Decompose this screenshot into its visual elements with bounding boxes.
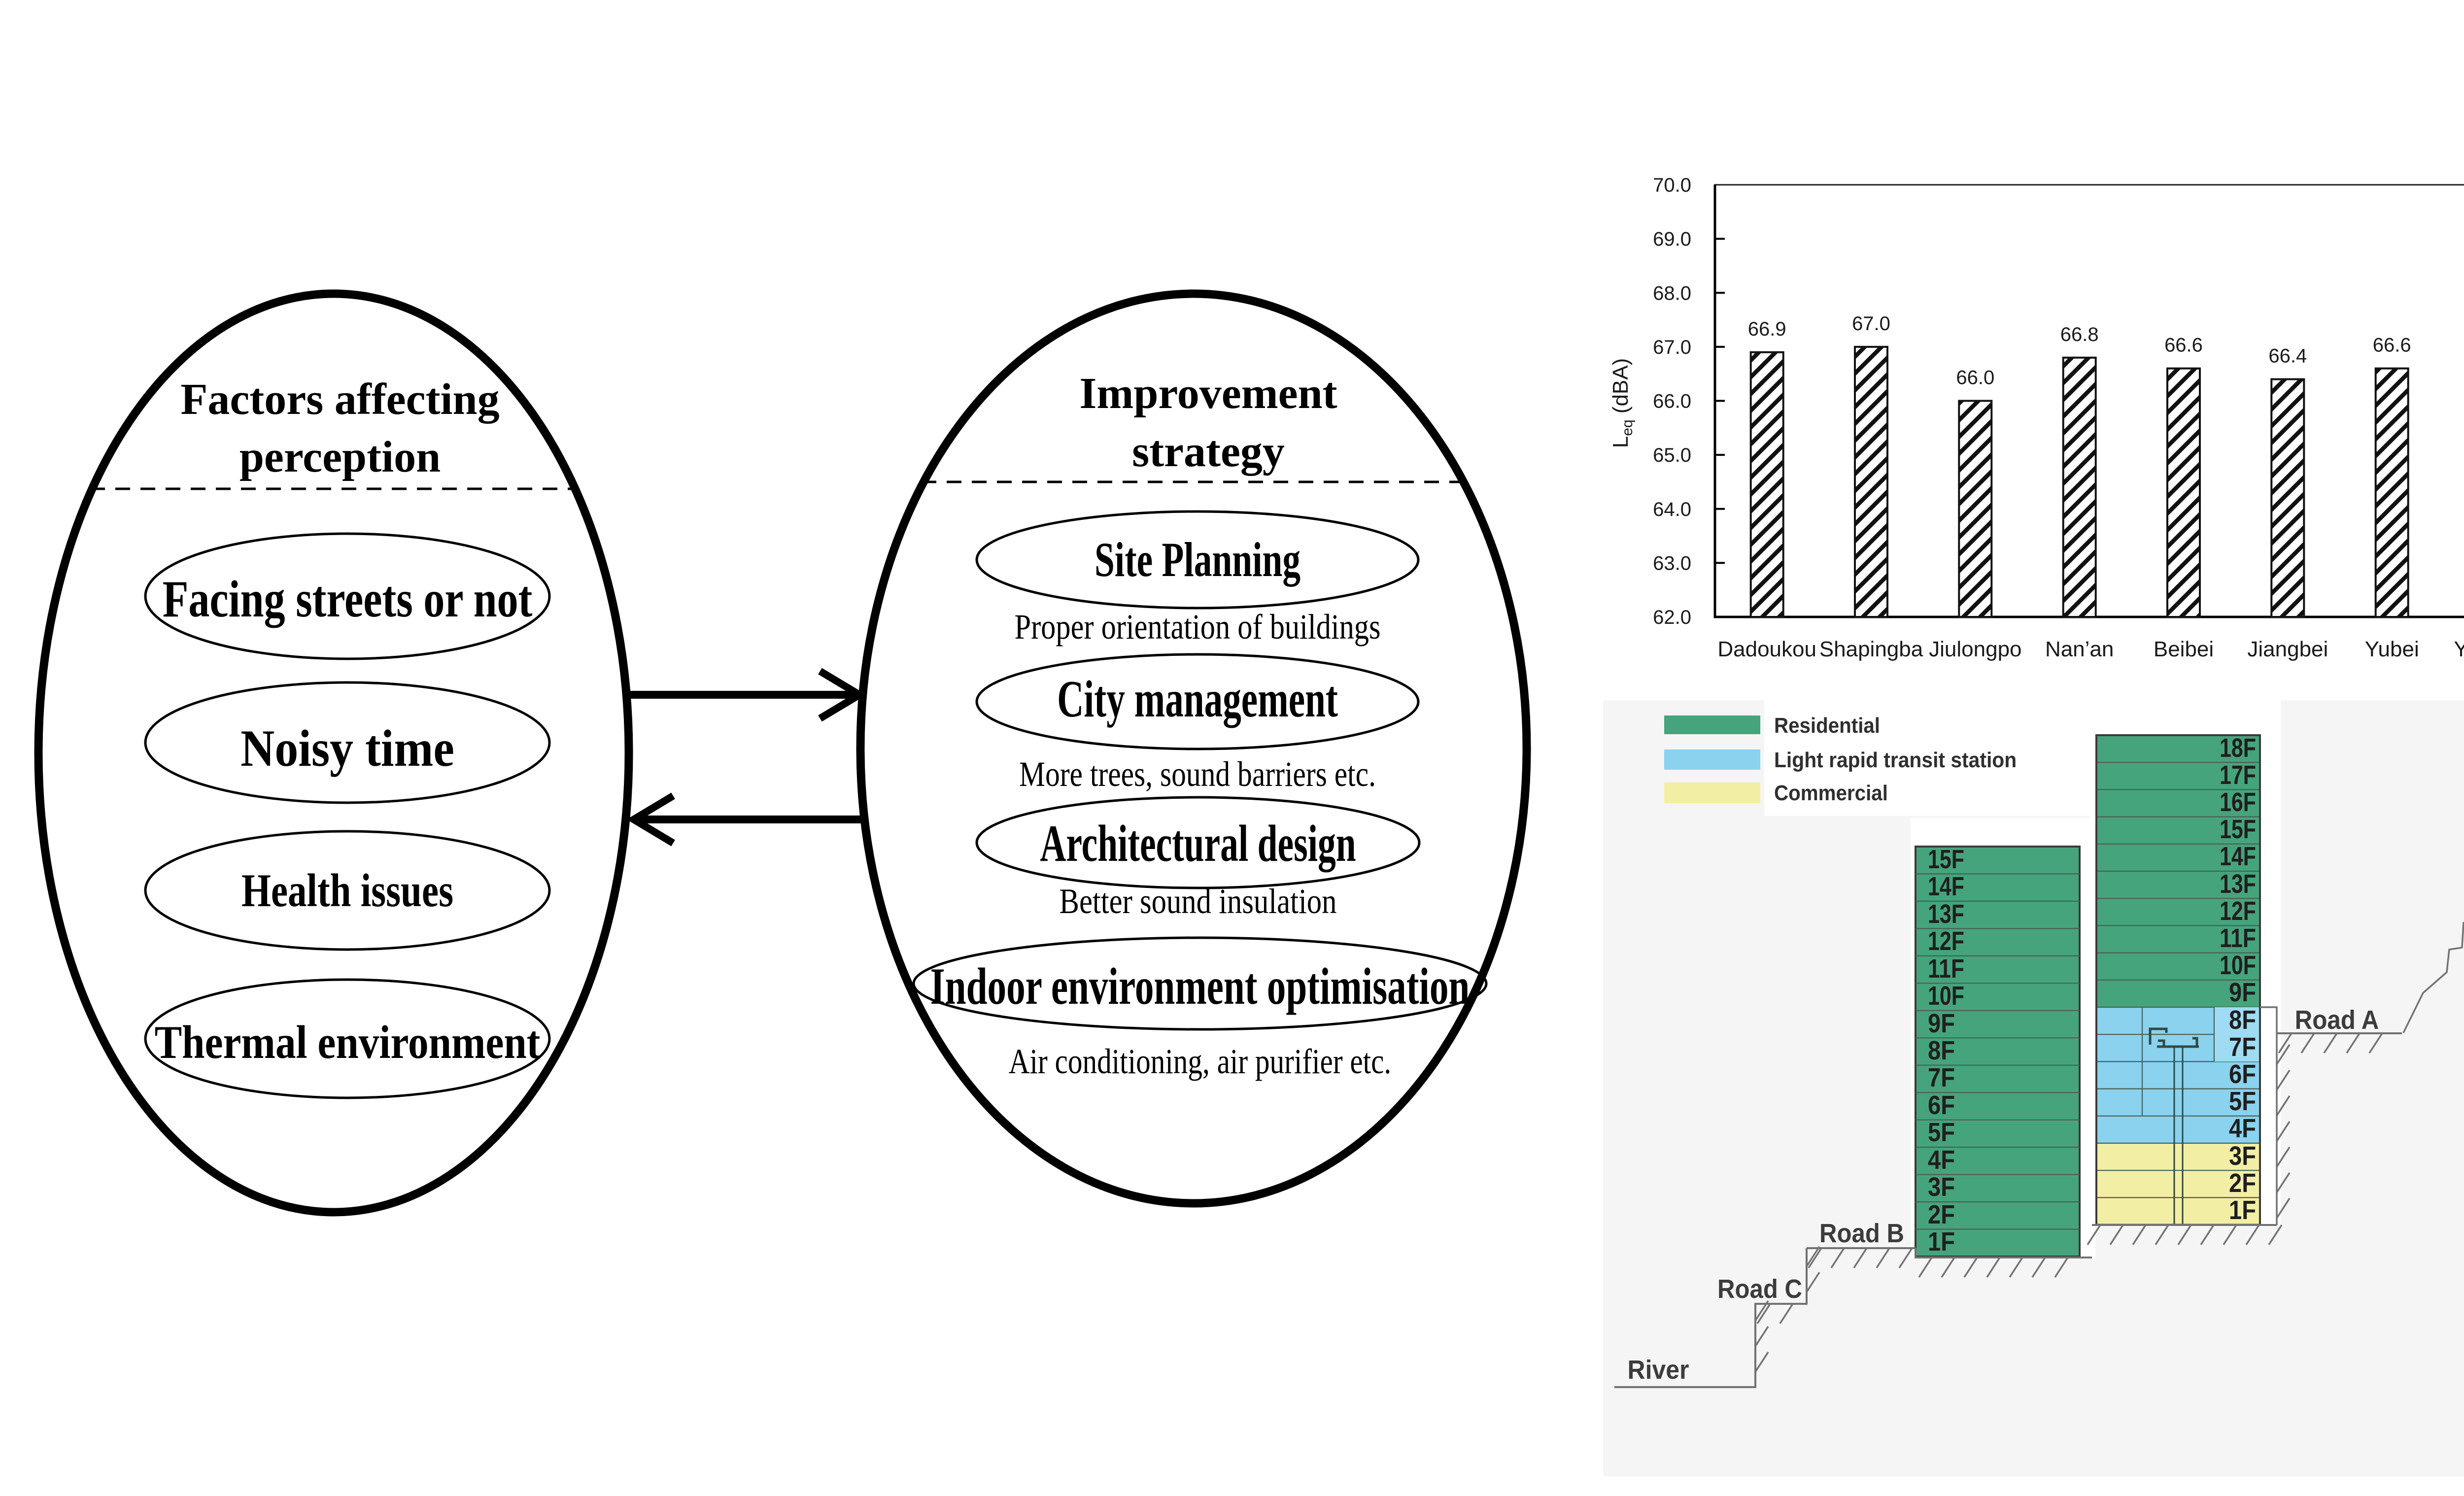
svg-text:Air conditioning, air purifier: Air conditioning, air purifier etc. [1009, 1042, 1392, 1082]
svg-text:Improvement: Improvement [1079, 369, 1337, 418]
svg-text:13F: 13F [2220, 869, 2256, 899]
svg-text:13F: 13F [1928, 899, 1964, 929]
svg-text:14F: 14F [1928, 872, 1964, 901]
svg-text:Health issues: Health issues [241, 864, 453, 916]
svg-text:64.0: 64.0 [1653, 499, 1691, 520]
svg-text:Light rapid transit station: Light rapid transit station [1774, 748, 2017, 772]
svg-text:14F: 14F [2220, 842, 2256, 871]
svg-text:12F: 12F [2220, 896, 2256, 926]
svg-text:5F: 5F [1928, 1117, 1955, 1147]
svg-text:Architectural design: Architectural design [1040, 815, 1356, 872]
svg-text:11F: 11F [2220, 923, 2256, 953]
svg-text:8F: 8F [1928, 1035, 1955, 1065]
svg-text:9F: 9F [1928, 1008, 1955, 1038]
svg-text:15F: 15F [1928, 845, 1964, 874]
svg-text:Road C: Road C [1717, 1274, 1802, 1304]
svg-text:Road B: Road B [1819, 1218, 1904, 1248]
svg-text:70.0: 70.0 [1653, 174, 1691, 196]
svg-text:18F: 18F [2220, 733, 2256, 763]
svg-text:Yubei: Yubei [2365, 637, 2419, 661]
svg-text:69.0: 69.0 [1653, 229, 1691, 250]
svg-text:Noisy time: Noisy time [240, 719, 454, 777]
svg-text:Residential: Residential [1774, 713, 1880, 737]
svg-text:Thermal environment: Thermal environment [155, 1017, 541, 1068]
svg-text:62.0: 62.0 [1653, 607, 1691, 628]
svg-text:8F: 8F [2229, 1005, 2256, 1035]
svg-text:66.8: 66.8 [2060, 324, 2099, 345]
svg-text:9F: 9F [2229, 977, 2256, 1007]
svg-text:Proper orientation of building: Proper orientation of buildings [1014, 608, 1380, 646]
svg-text:Facing streets or not: Facing streets or not [163, 570, 533, 628]
svg-text:66.0: 66.0 [1653, 391, 1691, 412]
svg-text:10F: 10F [2220, 951, 2256, 980]
svg-text:66.9: 66.9 [1748, 318, 1786, 340]
svg-text:12F: 12F [1928, 926, 1964, 956]
svg-text:66.4: 66.4 [2268, 345, 2307, 367]
svg-text:Road A: Road A [2295, 1005, 2379, 1035]
svg-text:Indoor environment optimisatio: Indoor environment optimisation [930, 957, 1470, 1016]
svg-text:Nan’an: Nan’an [2045, 637, 2114, 661]
svg-text:Better sound insulation: Better sound insulation [1060, 882, 1337, 921]
svg-text:5F: 5F [2229, 1086, 2256, 1116]
svg-text:16F: 16F [2220, 787, 2256, 817]
svg-text:3F: 3F [1928, 1172, 1955, 1202]
svg-text:7F: 7F [1928, 1062, 1955, 1092]
svg-text:66.6: 66.6 [2373, 335, 2411, 356]
svg-text:4F: 4F [2229, 1113, 2256, 1143]
svg-text:2F: 2F [1928, 1199, 1955, 1229]
svg-text:Shapingba: Shapingba [1819, 637, 1923, 661]
svg-text:Jiangbei: Jiangbei [2247, 637, 2328, 661]
svg-text:perception: perception [240, 433, 441, 481]
svg-text:1F: 1F [1928, 1226, 1955, 1257]
svg-text:15F: 15F [2220, 815, 2256, 844]
svg-text:Jiulongpo: Jiulongpo [1929, 637, 2021, 661]
svg-text:River: River [1628, 1355, 1689, 1385]
svg-text:66.6: 66.6 [2164, 335, 2203, 356]
svg-text:6F: 6F [1928, 1090, 1955, 1120]
svg-text:6F: 6F [2229, 1059, 2256, 1089]
svg-text:Site Planning: Site Planning [1095, 532, 1300, 587]
svg-text:2F: 2F [2229, 1168, 2256, 1198]
svg-text:17F: 17F [2220, 760, 2256, 790]
svg-text:11F: 11F [1928, 954, 1964, 984]
svg-text:7F: 7F [2229, 1032, 2256, 1062]
svg-text:10F: 10F [1928, 981, 1964, 1011]
svg-text:63.0: 63.0 [1653, 552, 1691, 574]
svg-text:Factors affecting: Factors affecting [180, 375, 499, 424]
svg-text:strategy: strategy [1132, 427, 1285, 476]
svg-text:Yuzhong: Yuzhong [2454, 637, 2464, 661]
svg-text:More trees, sound barriers etc: More trees, sound barriers etc. [1019, 755, 1376, 794]
svg-text:Dadoukou: Dadoukou [1717, 637, 1816, 661]
svg-text:66.0: 66.0 [1956, 367, 1994, 389]
svg-text:1F: 1F [2229, 1195, 2256, 1225]
svg-text:4F: 4F [1928, 1145, 1955, 1175]
svg-text:City management: City management [1057, 670, 1338, 728]
svg-text:3F: 3F [2229, 1141, 2256, 1171]
svg-text:65.0: 65.0 [1653, 444, 1691, 466]
svg-text:67.0: 67.0 [1852, 313, 1890, 335]
svg-text:67.0: 67.0 [1653, 337, 1691, 358]
svg-text:Commercial: Commercial [1774, 781, 1888, 805]
svg-text:Beibei: Beibei [2154, 637, 2214, 661]
svg-text:68.0: 68.0 [1653, 282, 1691, 304]
